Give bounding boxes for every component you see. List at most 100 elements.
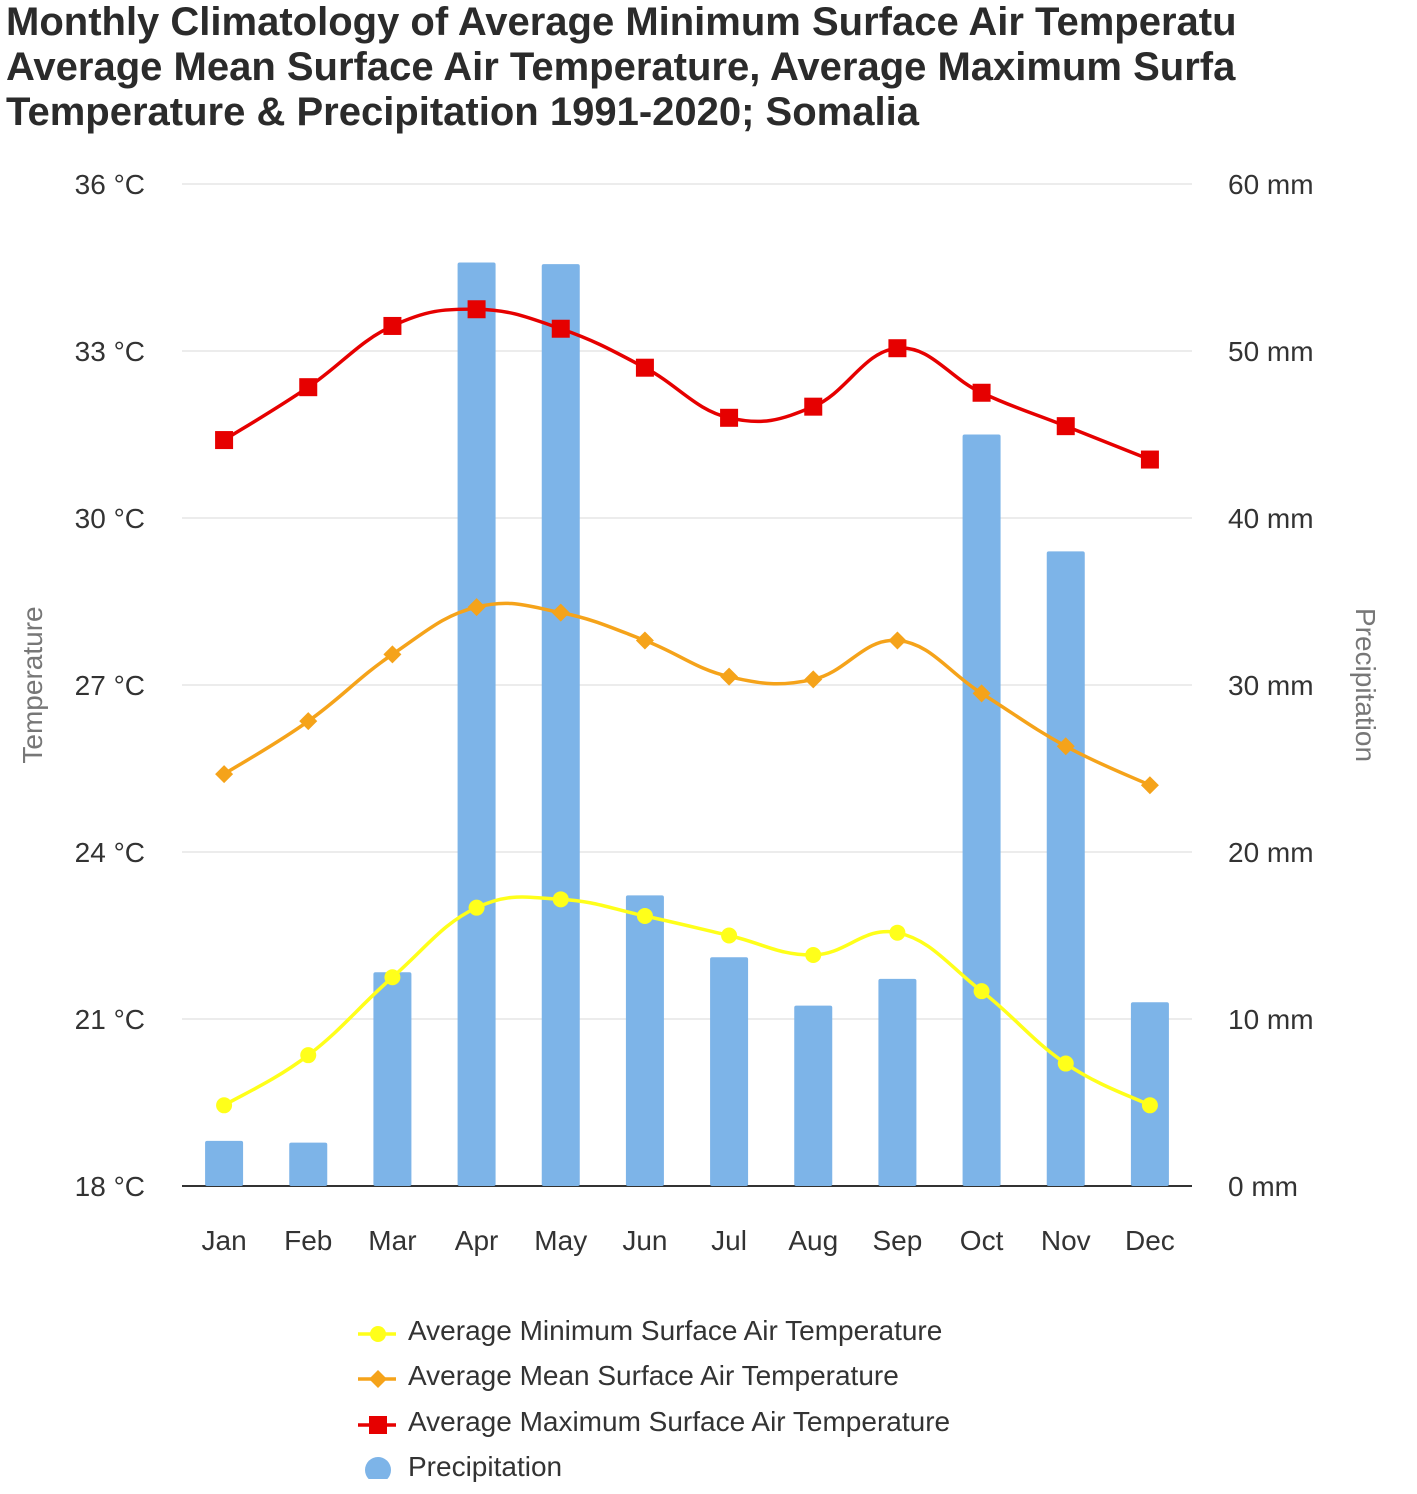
axis-labels: 18 °C 0 mm 21 °C 10 mm 24 °C 20 mm 27 °C 30 mm 3… bbox=[17, 169, 1381, 1256]
series-point bbox=[635, 358, 654, 377]
series-point bbox=[1141, 1097, 1158, 1114]
precipitation-bar bbox=[878, 978, 917, 1186]
series-point bbox=[972, 383, 991, 402]
x-axis-tick-label: Dec bbox=[1125, 1225, 1175, 1256]
legend-item: Precipitation bbox=[356, 1445, 950, 1491]
left-axis-tick-label: 21 °C bbox=[75, 1004, 145, 1035]
chart-title: Monthly Climatology of Average Minimum S… bbox=[6, 0, 1417, 135]
precipitation-bar bbox=[289, 1142, 328, 1186]
legend-swatch-marker bbox=[369, 1415, 387, 1434]
series-line bbox=[223, 307, 1151, 462]
series-point bbox=[636, 908, 653, 925]
precipitation-bar bbox=[710, 957, 749, 1186]
series-point bbox=[215, 431, 234, 450]
series-point bbox=[215, 765, 234, 784]
legend-label: Average Mean Surface Air Temperature bbox=[408, 1360, 899, 1392]
series-point bbox=[1057, 1055, 1074, 1072]
series-point bbox=[720, 408, 739, 427]
left-axis-tick-label: 33 °C bbox=[75, 336, 145, 367]
series-point bbox=[973, 983, 990, 1000]
left-axis-tick-label: 27 °C bbox=[75, 670, 145, 701]
chart-legend: Average Minimum Surface Air Temperature A… bbox=[356, 1308, 950, 1490]
series-point bbox=[805, 946, 822, 963]
right-axis-tick-label: 0 mm bbox=[1228, 1171, 1298, 1202]
x-axis-tick-label: Jul bbox=[711, 1225, 747, 1256]
series-point bbox=[888, 339, 907, 358]
x-axis-tick-label: Jun bbox=[622, 1225, 667, 1256]
legend-item: Average Mean Surface Air Temperature bbox=[356, 1354, 950, 1400]
series-line bbox=[223, 601, 1151, 787]
legend-item: Average Minimum Surface Air Temperature bbox=[356, 1308, 950, 1354]
series-point bbox=[468, 899, 485, 916]
precipitation-bars bbox=[205, 262, 1169, 1186]
chart-title-line-2: Average Mean Surface Air Temperature, Av… bbox=[6, 45, 1236, 89]
left-axis-tick-label: 18 °C bbox=[75, 1171, 145, 1202]
precipitation-bar bbox=[541, 264, 580, 1186]
series-point bbox=[299, 712, 318, 731]
x-axis-tick-label: Aug bbox=[788, 1225, 838, 1256]
series-point bbox=[889, 924, 906, 941]
series-point bbox=[804, 670, 823, 689]
legend-swatch bbox=[358, 1415, 396, 1434]
series-point bbox=[551, 319, 570, 338]
right-axis-tick-label: 60 mm bbox=[1228, 169, 1314, 200]
x-axis-tick-label: Jan bbox=[202, 1225, 247, 1256]
x-axis-tick-label: Sep bbox=[873, 1225, 923, 1256]
gridlines bbox=[182, 183, 1192, 1187]
x-axis-tick-label: Mar bbox=[368, 1225, 416, 1256]
series-point bbox=[216, 1097, 233, 1114]
series-point bbox=[635, 631, 654, 650]
chart-title-line-3: Temperature & Precipitation 1991-2020; S… bbox=[6, 90, 919, 134]
x-axis-tick-label: Oct bbox=[960, 1225, 1004, 1256]
series-point bbox=[804, 397, 823, 416]
legend-label: Average Maximum Surface Air Temperature bbox=[408, 1405, 951, 1437]
series-point bbox=[383, 645, 402, 664]
x-axis-tick-label: May bbox=[534, 1225, 587, 1256]
series-point bbox=[467, 598, 486, 617]
precipitation-bar bbox=[205, 1140, 244, 1186]
legend-swatch-marker bbox=[369, 1370, 387, 1389]
series-point bbox=[299, 378, 318, 397]
legend-swatch-marker bbox=[365, 1457, 391, 1480]
right-axis-title: Precipitation bbox=[1350, 608, 1381, 762]
legend-item: Average Maximum Surface Air Temperature bbox=[356, 1399, 950, 1445]
x-axis-tick-label: Nov bbox=[1041, 1225, 1091, 1256]
series-point bbox=[551, 603, 570, 622]
left-axis-tick-label: 24 °C bbox=[75, 837, 145, 868]
series-point bbox=[1140, 450, 1159, 469]
x-axis-tick-label: Apr bbox=[455, 1225, 499, 1256]
legend-swatch bbox=[358, 1370, 396, 1389]
left-axis-tick-label: 30 °C bbox=[75, 503, 145, 534]
legend-swatch-marker bbox=[370, 1325, 386, 1342]
chart-title-line-1: Monthly Climatology of Average Minimum S… bbox=[6, 0, 1237, 44]
precipitation-bar bbox=[962, 434, 1001, 1186]
series-point bbox=[1140, 776, 1159, 795]
right-axis-tick-label: 20 mm bbox=[1228, 837, 1314, 868]
series-point bbox=[383, 316, 402, 335]
series-point bbox=[467, 300, 486, 319]
right-axis-tick-label: 40 mm bbox=[1228, 503, 1314, 534]
precipitation-bar bbox=[1046, 551, 1085, 1186]
right-axis-tick-label: 50 mm bbox=[1228, 336, 1314, 367]
series-point bbox=[721, 927, 738, 944]
series-point bbox=[384, 969, 401, 986]
precipitation-bar bbox=[794, 1005, 833, 1186]
series-point bbox=[1056, 417, 1075, 436]
series-line bbox=[223, 895, 1151, 1107]
legend-label: Precipitation bbox=[408, 1451, 563, 1483]
precipitation-bar bbox=[373, 972, 412, 1186]
series-point bbox=[972, 684, 991, 703]
left-axis-tick-label: 36 °C bbox=[75, 169, 145, 200]
left-axis-title: Temperature bbox=[17, 606, 48, 763]
right-axis-tick-label: 10 mm bbox=[1228, 1004, 1314, 1035]
temperature-lines bbox=[215, 300, 1159, 1114]
precipitation-bar bbox=[1130, 1002, 1169, 1186]
series-point bbox=[888, 631, 907, 650]
series-point bbox=[1056, 737, 1075, 756]
precipitation-bar bbox=[625, 895, 664, 1186]
precipitation-bar bbox=[457, 262, 496, 1186]
legend-swatch bbox=[365, 1457, 391, 1480]
right-axis-tick-label: 30 mm bbox=[1228, 670, 1314, 701]
x-axis-tick-label: Feb bbox=[284, 1225, 332, 1256]
